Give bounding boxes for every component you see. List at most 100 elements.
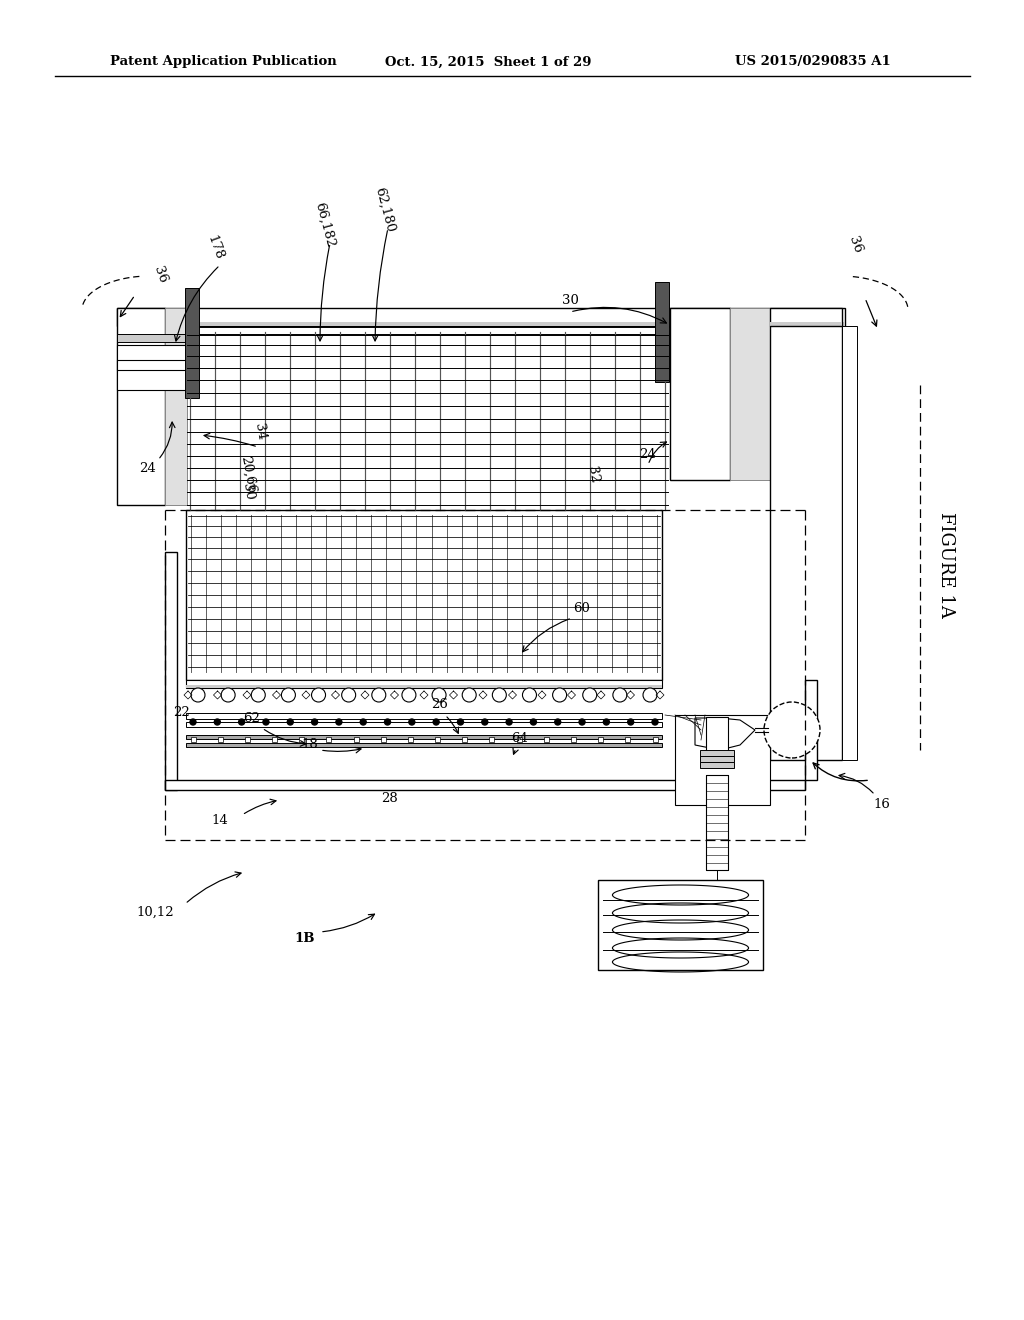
Text: 14: 14	[212, 813, 228, 826]
Text: 30: 30	[561, 293, 579, 306]
Bar	[842, 326, 857, 760]
Text: 62,180: 62,180	[373, 186, 397, 234]
Text: 20,66: 20,66	[239, 455, 258, 495]
Circle shape	[462, 688, 476, 702]
Text: 18: 18	[302, 738, 318, 751]
Bar	[706, 717, 728, 752]
Bar	[117, 345, 187, 389]
Bar	[186, 722, 662, 727]
Bar	[435, 737, 440, 742]
Bar	[117, 327, 845, 334]
Bar	[408, 737, 413, 742]
Text: 24: 24	[139, 462, 157, 474]
Text: 34: 34	[252, 422, 268, 441]
Bar	[272, 737, 278, 742]
Text: 30: 30	[241, 483, 256, 502]
Circle shape	[553, 688, 566, 702]
Bar	[626, 737, 631, 742]
Text: 66,182: 66,182	[312, 201, 337, 249]
Circle shape	[372, 688, 386, 702]
Bar	[165, 780, 805, 789]
Bar	[517, 737, 521, 742]
Circle shape	[522, 688, 537, 702]
Bar	[117, 322, 845, 326]
Bar	[544, 737, 549, 742]
Circle shape	[214, 719, 220, 725]
Bar	[186, 735, 662, 739]
Circle shape	[385, 719, 390, 725]
Circle shape	[764, 702, 820, 758]
Circle shape	[190, 719, 196, 725]
Circle shape	[311, 688, 326, 702]
Bar	[805, 680, 817, 780]
Bar	[700, 762, 734, 768]
Circle shape	[458, 719, 464, 725]
Circle shape	[336, 719, 342, 725]
Bar	[186, 680, 662, 688]
Text: 16: 16	[873, 799, 891, 812]
Bar	[117, 360, 187, 370]
Circle shape	[583, 688, 597, 702]
Bar	[186, 713, 662, 719]
Text: 1B: 1B	[295, 932, 315, 945]
Circle shape	[311, 719, 317, 725]
Text: 36: 36	[151, 265, 169, 285]
Bar	[190, 737, 196, 742]
Bar	[675, 715, 770, 805]
Circle shape	[481, 719, 487, 725]
Circle shape	[579, 719, 585, 725]
Bar	[730, 308, 770, 480]
Text: 24: 24	[640, 449, 656, 462]
Text: 32: 32	[585, 466, 601, 484]
Bar	[186, 743, 662, 747]
Circle shape	[191, 688, 205, 702]
Text: 26: 26	[431, 698, 449, 711]
Circle shape	[613, 688, 627, 702]
Circle shape	[263, 719, 269, 725]
Circle shape	[433, 719, 439, 725]
Bar	[299, 737, 304, 742]
Text: 28: 28	[382, 792, 398, 804]
Bar	[218, 737, 222, 742]
Circle shape	[251, 688, 265, 702]
Circle shape	[493, 688, 506, 702]
Bar	[700, 756, 734, 762]
Circle shape	[652, 719, 658, 725]
Bar	[571, 737, 575, 742]
Circle shape	[628, 719, 634, 725]
Text: 60: 60	[573, 602, 591, 615]
Circle shape	[221, 688, 236, 702]
Text: 178: 178	[205, 234, 225, 263]
Bar	[185, 288, 199, 399]
Bar	[381, 737, 386, 742]
Circle shape	[342, 688, 355, 702]
Bar	[245, 737, 250, 742]
Bar	[706, 775, 728, 870]
Bar	[670, 308, 730, 480]
Text: 64: 64	[512, 731, 528, 744]
Bar	[186, 685, 662, 688]
Bar	[655, 282, 669, 381]
Circle shape	[555, 719, 561, 725]
Bar	[489, 737, 495, 742]
Bar	[165, 552, 177, 789]
Circle shape	[402, 688, 416, 702]
Bar	[598, 737, 603, 742]
Circle shape	[530, 719, 537, 725]
Circle shape	[282, 688, 295, 702]
Text: Oct. 15, 2015  Sheet 1 of 29: Oct. 15, 2015 Sheet 1 of 29	[385, 55, 592, 69]
Bar	[700, 750, 734, 756]
Text: 36: 36	[846, 235, 864, 255]
Bar	[770, 308, 842, 326]
Bar	[706, 775, 728, 870]
Text: 22: 22	[174, 705, 190, 718]
Circle shape	[409, 719, 415, 725]
Bar	[186, 510, 662, 680]
Circle shape	[239, 719, 245, 725]
Circle shape	[432, 688, 446, 702]
Bar	[770, 322, 842, 326]
Bar	[327, 737, 332, 742]
Bar	[462, 737, 467, 742]
Bar	[770, 326, 842, 760]
Text: 62: 62	[244, 711, 260, 725]
